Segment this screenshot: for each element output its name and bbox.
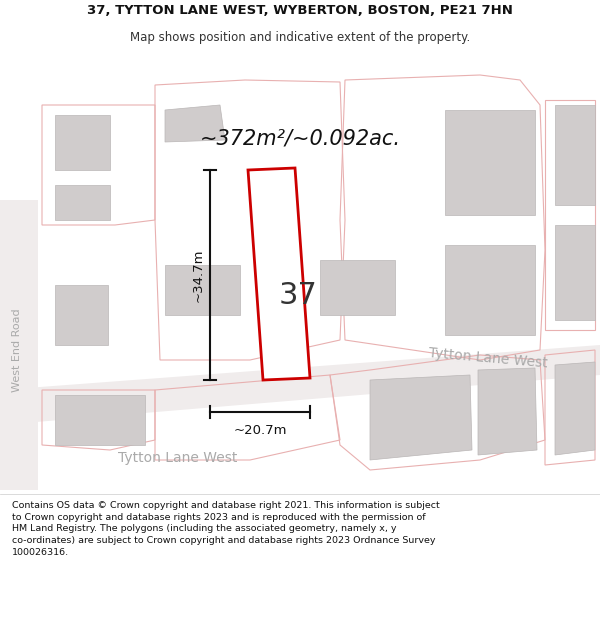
Polygon shape: [55, 185, 110, 220]
Polygon shape: [165, 105, 225, 142]
Text: 37, TYTTON LANE WEST, WYBERTON, BOSTON, PE21 7HN: 37, TYTTON LANE WEST, WYBERTON, BOSTON, …: [87, 4, 513, 18]
Text: Map shows position and indicative extent of the property.: Map shows position and indicative extent…: [130, 31, 470, 44]
Text: ~34.7m: ~34.7m: [191, 248, 205, 302]
Polygon shape: [55, 285, 108, 345]
Polygon shape: [248, 168, 310, 380]
Polygon shape: [165, 265, 240, 315]
Text: ~20.7m: ~20.7m: [233, 424, 287, 436]
Polygon shape: [55, 115, 110, 170]
Polygon shape: [370, 375, 472, 460]
Polygon shape: [0, 200, 38, 490]
Text: Contains OS data © Crown copyright and database right 2021. This information is : Contains OS data © Crown copyright and d…: [12, 501, 440, 557]
Polygon shape: [445, 245, 535, 335]
Polygon shape: [555, 225, 595, 320]
Polygon shape: [0, 345, 600, 425]
Text: Tytton Lane West: Tytton Lane West: [118, 451, 238, 465]
Text: 37: 37: [278, 281, 317, 309]
Polygon shape: [320, 260, 395, 315]
Polygon shape: [555, 362, 595, 455]
Text: ~372m²/~0.092ac.: ~372m²/~0.092ac.: [199, 128, 401, 148]
Text: Tytton Lane West: Tytton Lane West: [428, 346, 548, 370]
Polygon shape: [445, 110, 535, 215]
Polygon shape: [555, 105, 595, 205]
Polygon shape: [478, 368, 537, 455]
Polygon shape: [55, 395, 145, 445]
Text: West End Road: West End Road: [12, 308, 22, 392]
